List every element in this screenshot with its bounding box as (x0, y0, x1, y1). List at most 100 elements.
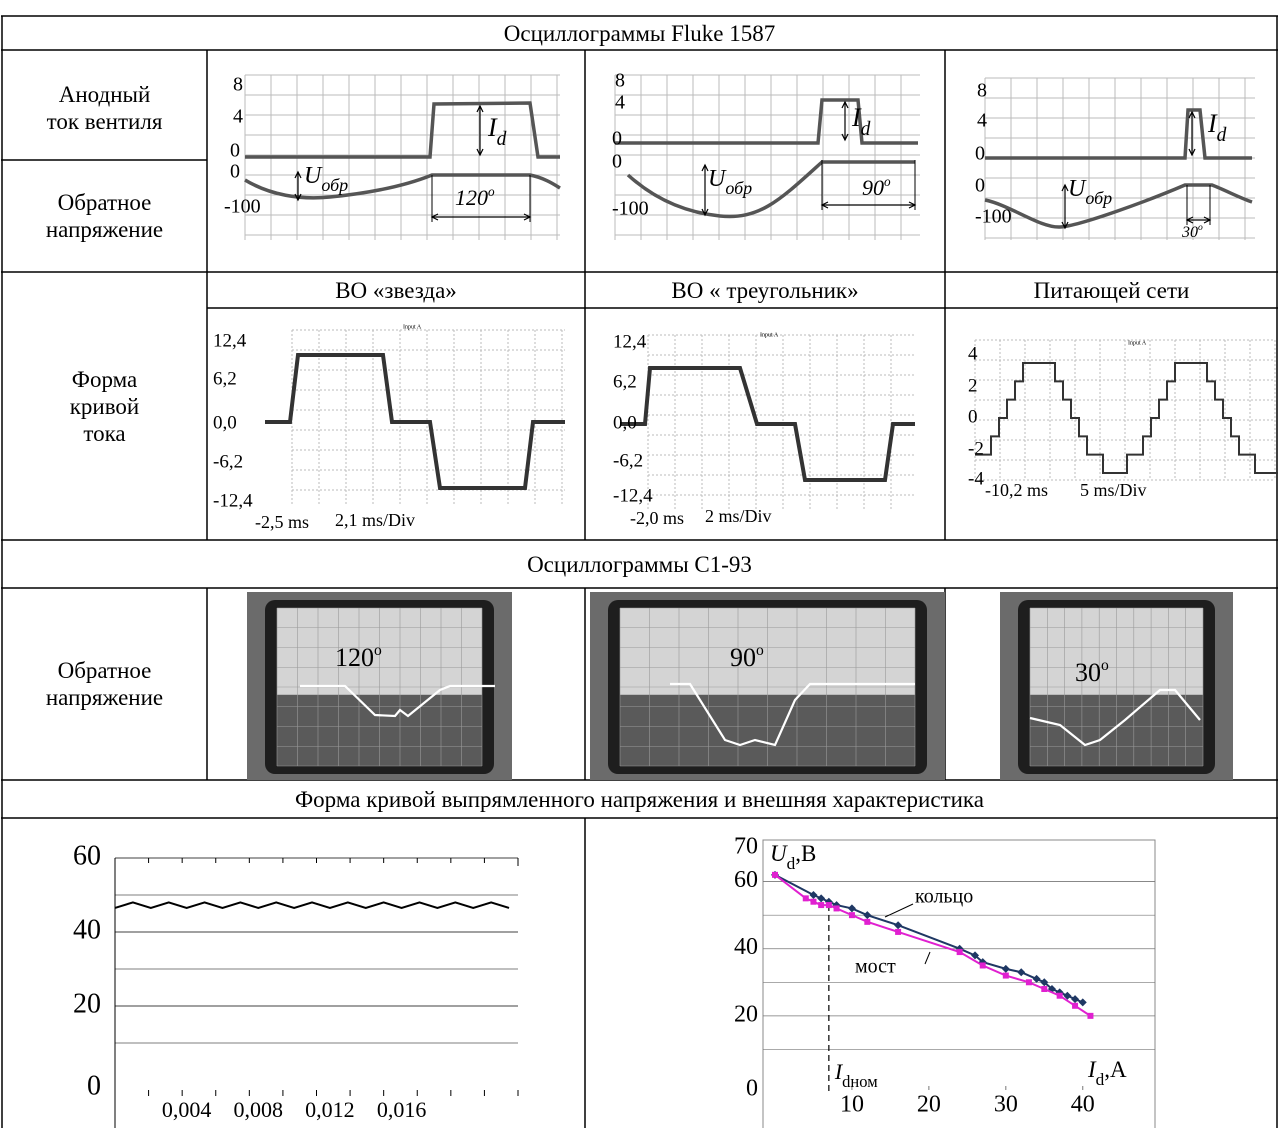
arrow-head (1188, 148, 1196, 157)
x-tick-label: 10 (840, 1092, 864, 1118)
angle-label: 90o (730, 642, 764, 672)
axis-label: 0,0 (213, 412, 237, 433)
time-offset: -2,0 ms (630, 508, 684, 528)
row-label-line: ток вентиля (46, 108, 163, 134)
photo-trace (1029, 688, 1201, 747)
angle-label-part: o (884, 174, 891, 189)
ripple-line (114, 901, 510, 909)
row-label-line: напряжение (45, 685, 164, 710)
axis-label: 2 (968, 375, 978, 396)
y-tick-label: 60 (73, 840, 101, 871)
arrow-head (294, 193, 302, 202)
series-label-arrow (924, 951, 931, 965)
row-label: Анодный ток вентиля (2, 55, 207, 160)
current-label: Id (1207, 109, 1227, 146)
time-scale: 5 ms/Div (1080, 480, 1147, 500)
y-axis-label-part: d (787, 854, 796, 873)
axis-label: 4 (968, 343, 978, 364)
angle-label: 30o (1181, 222, 1203, 241)
axis-label: 0 (612, 128, 622, 150)
dimension-line (1186, 185, 1211, 225)
angle-label-part: o (1101, 657, 1109, 674)
current-trace (975, 362, 1278, 474)
y-axis-label-part: U (770, 841, 788, 866)
axis-label: 12,4 (613, 331, 647, 352)
arrow-head (841, 100, 849, 109)
table-borders (1, 15, 1278, 1128)
y-tick-label: 0 (746, 1076, 758, 1102)
axis-label: -6,2 (213, 451, 243, 472)
arrow-head (430, 213, 439, 221)
data-point (863, 911, 872, 920)
axis-label: 8 (233, 74, 243, 96)
angle-label: 90o (862, 174, 891, 201)
axis-label: 8 (977, 80, 987, 102)
data-point (1001, 964, 1010, 973)
arrow-head (908, 201, 917, 209)
data-point (1032, 974, 1041, 983)
axis-label: 0 (975, 175, 985, 197)
row-label-line: Анодный (58, 81, 151, 107)
data-point (848, 912, 855, 919)
x-tick-label: 0,008 (234, 1097, 284, 1122)
angle-label: 30o (1075, 657, 1109, 687)
data-point (895, 928, 902, 935)
series-label: мост (855, 956, 896, 978)
voltage-trace (984, 183, 1253, 229)
arrow-head (1185, 216, 1194, 224)
angle-label-part: o (488, 184, 495, 199)
angle-label-part: 90 (862, 175, 884, 200)
y-tick-label: 60 (734, 867, 758, 893)
data-point (818, 902, 825, 909)
current-trace (265, 353, 565, 490)
axis-label: 0 (612, 151, 622, 173)
axis-label: 0 (968, 406, 978, 427)
angle-label-part: 30 (1075, 658, 1101, 687)
axis-label: 4 (977, 110, 987, 132)
axis-label: 0,0 (613, 412, 637, 433)
data-point (772, 871, 778, 878)
arrow-head (841, 133, 849, 142)
axis-label: -12,4 (613, 485, 653, 506)
current-label-part: d (861, 119, 871, 140)
x-axis-label-part: I (1087, 1057, 1097, 1082)
row-label-line: кривой (69, 393, 140, 419)
axis-label: -4 (968, 468, 984, 489)
x-axis-label-part: d (1096, 1070, 1105, 1089)
y-tick-label: 0 (87, 1070, 101, 1101)
time-offset: -10,2 ms (985, 480, 1048, 500)
axis-label: 6,2 (613, 371, 637, 392)
row-label-line: Обратное (57, 658, 152, 683)
row-label: Обратное напряжение (2, 160, 207, 272)
voltage-label-part: U (708, 166, 727, 192)
row-label: Форма кривой тока (2, 272, 207, 540)
input-label: Input A (760, 332, 779, 338)
data-point (810, 898, 817, 905)
current-label-part: I (487, 113, 498, 142)
c193-title: Осциллограммы С1-93 (527, 551, 752, 577)
voltage-label-part: обр (321, 175, 348, 195)
column-header: ВО «звезда» (335, 277, 457, 303)
current-trace (615, 98, 918, 145)
x-axis-label: Id,А (1087, 1057, 1127, 1089)
y-axis-label-part: ,В (795, 841, 816, 866)
data-point (847, 904, 856, 913)
series-label-arrow (884, 903, 914, 918)
x-tick-label: 40 (1071, 1092, 1095, 1118)
axis-label: 0 (230, 161, 240, 183)
data-point (864, 918, 871, 925)
current-trace (620, 366, 915, 482)
arrow-head (1061, 221, 1069, 230)
voltage-label-part: U (1068, 176, 1087, 202)
current-label-part: d (497, 129, 507, 150)
photo-trace (670, 682, 915, 747)
current-label-part: d (1217, 125, 1227, 146)
voltage-label-part: обр (1085, 188, 1112, 208)
time-scale: 2,1 ms/Div (335, 510, 415, 530)
axis-label: -100 (975, 206, 1012, 228)
angle-label-part: 120 (335, 643, 374, 672)
data-point (809, 891, 818, 899)
x-tick-label: 20 (917, 1092, 941, 1118)
